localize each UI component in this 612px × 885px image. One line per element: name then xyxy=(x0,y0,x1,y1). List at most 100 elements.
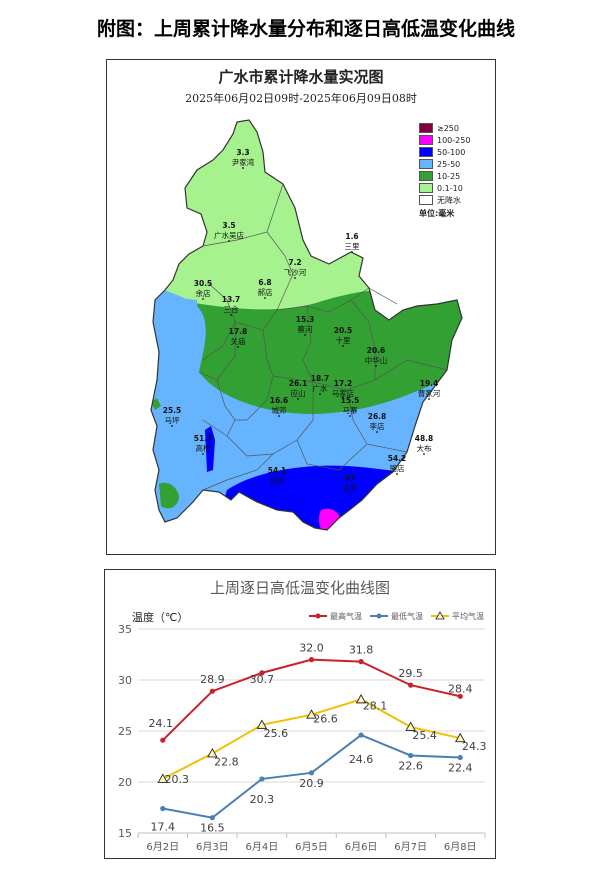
data-point xyxy=(259,670,265,676)
y-tick-label: 35 xyxy=(118,623,132,636)
data-label: 28.9 xyxy=(200,673,225,686)
station-value: 15.5 xyxy=(341,396,360,405)
data-label: 22.4 xyxy=(448,762,473,775)
data-point xyxy=(454,732,466,743)
legend-label: 0.1-10 xyxy=(437,183,463,193)
station-value: 3.3 xyxy=(236,148,249,157)
station-value: 67 xyxy=(345,474,355,483)
data-point xyxy=(207,748,218,758)
station-value: 3.5 xyxy=(222,221,235,230)
station-name: 关庙 xyxy=(231,336,246,346)
data-point xyxy=(209,688,215,694)
legend-swatch xyxy=(419,195,433,205)
station-value: 30.5 xyxy=(194,279,213,288)
temperature-chart-panel: 上周逐日高低温变化曲线图 温度（℃） 最高气温 最低气温 平均气温 15 20 25 30… xyxy=(104,569,496,859)
station-value: 6.8 xyxy=(258,278,271,287)
series-min-temp: 17.4 16.5 20.3 20.9 24.6 22.6 22.4 xyxy=(151,732,473,835)
station-value: 48.8 xyxy=(415,434,434,443)
chart-legend: 最高气温 最低气温 平均气温 xyxy=(309,611,484,621)
legend-label: 最高气温 xyxy=(330,611,362,621)
data-point xyxy=(157,773,169,783)
precipitation-map-panel: 广水市累计降水量实况图 2025年06月02日09时-2025年06月09日08… xyxy=(106,59,496,555)
legend-label: 100-250 xyxy=(437,135,471,145)
data-point xyxy=(358,659,364,665)
chart-title: 上周逐日高低温变化曲线图 xyxy=(210,579,390,597)
station-name: 高桥 xyxy=(196,443,211,453)
data-point xyxy=(457,754,463,761)
station-value: 20.5 xyxy=(334,326,353,335)
data-label: 17.4 xyxy=(151,821,176,834)
station-name: 城郊 xyxy=(272,405,287,415)
station-name: 广水吴店 xyxy=(214,230,244,240)
station-value: 54.2 xyxy=(388,454,407,463)
legend-label: 25-50 xyxy=(437,159,461,169)
station-name: 三里 xyxy=(345,242,360,251)
data-label: 31.8 xyxy=(349,644,374,657)
data-point xyxy=(408,752,414,759)
page-title: 附图：上周累计降水量分布和逐日高低温变化曲线 xyxy=(96,18,515,40)
chart-series: 24.1 28.9 30.7 32.0 31.8 29.5 28.4 17.4 16.5 20.3… xyxy=(149,642,487,835)
legend-item: ≥250 xyxy=(419,122,470,134)
station-name: 余店 xyxy=(196,288,211,298)
y-axis-label: 温度（℃） xyxy=(132,610,188,624)
station-value: 54.1 xyxy=(268,466,287,475)
legend-item: 10-25 xyxy=(419,170,470,182)
data-label: 25.6 xyxy=(264,727,289,740)
data-point xyxy=(259,776,265,782)
y-tick-label: 25 xyxy=(118,725,132,738)
station-name: 蔡河 xyxy=(298,324,313,334)
legend-item: 25-50 xyxy=(419,158,470,170)
legend-label: 10-25 xyxy=(437,171,461,181)
station-name: 尹家湾 xyxy=(232,157,255,167)
data-label: 22.8 xyxy=(214,755,239,768)
data-label: 20.9 xyxy=(299,777,324,790)
map-subtitle: 2025年06月02日09时-2025年06月09日08时 xyxy=(185,92,417,105)
station-name: 应山 xyxy=(291,388,306,398)
data-label: 26.6 xyxy=(313,713,338,726)
data-label: 28.1 xyxy=(363,699,388,712)
legend-unit: 单位:毫米 xyxy=(419,209,455,218)
station-name: 中华山 xyxy=(365,355,388,365)
legend-item: 最低气温 xyxy=(370,611,423,621)
data-label: 22.6 xyxy=(398,759,423,772)
legend-item: 50-100 xyxy=(419,146,470,158)
station-value: 25.5 xyxy=(163,406,182,415)
station-value: 26.8 xyxy=(368,412,387,421)
legend-marker xyxy=(315,613,321,619)
x-tick-label: 6月5日 xyxy=(295,841,328,853)
township-boundaries xyxy=(198,183,448,491)
legend-label: 无降水 xyxy=(437,195,461,205)
y-tick-label: 20 xyxy=(118,776,132,789)
legend-swatch xyxy=(419,183,433,193)
temperature-chart: 上周逐日高低温变化曲线图 温度（℃） 最高气温 最低气温 平均气温 15 20 25 30… xyxy=(118,579,487,853)
station-name: 飞沙河 xyxy=(284,268,307,277)
x-tick-label: 6月6日 xyxy=(345,841,378,853)
chart-grid: 15 20 25 30 35 6月2日 6月3日 6月4日 6月5日 6月6日 6月7日 6月8日 xyxy=(118,623,486,853)
x-tick-label: 6月8日 xyxy=(444,841,477,853)
station-value: 26.1 xyxy=(289,379,308,388)
data-point xyxy=(306,709,317,719)
legend-item: 100-250 xyxy=(419,134,470,146)
station-name: 曹家河 xyxy=(418,388,441,398)
station-value: 17.2 xyxy=(334,379,353,388)
station-name: 马寨 xyxy=(343,405,358,415)
station-name: 太平 xyxy=(343,483,358,493)
x-tick-label: 6月2日 xyxy=(146,841,179,853)
legend-label: 50-100 xyxy=(437,147,466,157)
data-point xyxy=(358,732,364,738)
y-tick-label: 15 xyxy=(118,827,132,840)
data-point xyxy=(457,693,463,699)
data-point xyxy=(308,770,315,776)
data-label: 24.1 xyxy=(149,717,174,730)
legend-item: 平均气温 xyxy=(431,611,484,621)
station-value: 7.2 xyxy=(288,258,301,267)
station-name: 李店 xyxy=(370,421,385,431)
data-label: 30.7 xyxy=(250,673,275,686)
data-point xyxy=(355,693,367,704)
y-tick-label: 30 xyxy=(118,674,132,687)
data-label: 24.3 xyxy=(462,740,487,753)
data-point xyxy=(308,657,315,663)
station-name: 郝店 xyxy=(258,287,273,297)
data-label: 25.4 xyxy=(412,729,437,742)
